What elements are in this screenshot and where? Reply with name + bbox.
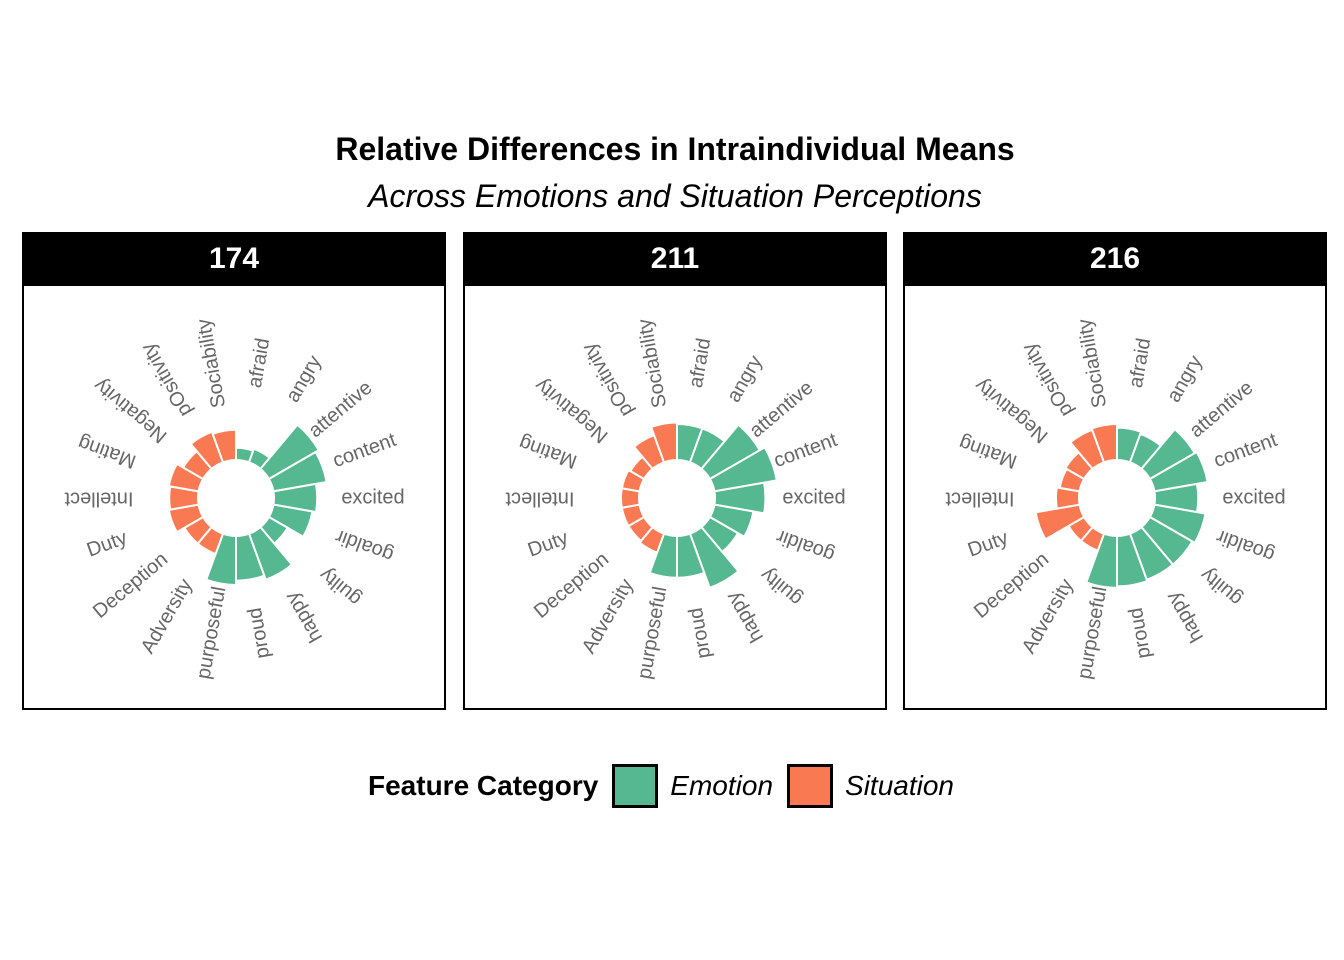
axis-label-sociability: Sociability — [634, 317, 671, 409]
bar-211-excited — [713, 481, 767, 515]
bar-211-happy — [688, 525, 740, 590]
bar-174-happy — [247, 525, 294, 581]
legend-key-emotion — [612, 764, 659, 808]
axis-label-happy: happy — [1162, 588, 1208, 646]
axis-label-attentive: attentive — [745, 377, 817, 442]
axis-label-angry: angry — [723, 352, 767, 406]
bar-174-excited — [272, 482, 319, 514]
axis-label-angry: angry — [282, 352, 326, 406]
chart-subtitle: Across Emotions and Situation Perception… — [368, 178, 982, 214]
axis-label-mating: Mating — [516, 431, 580, 472]
axis-label-intellect: Intellect — [64, 488, 133, 510]
axis-label-guilty: guilty — [757, 563, 807, 610]
axis-label-duty: Duty — [84, 527, 130, 562]
axis-label-adversity: Adversity — [137, 575, 197, 657]
axis-label-happy: happy — [722, 588, 768, 646]
bar-174-purposeful — [204, 532, 237, 586]
bar-216-goaldir — [1148, 503, 1207, 545]
axis-label-attentive: attentive — [1185, 377, 1257, 442]
bar-174-goaldir — [267, 503, 314, 539]
axis-label-content: content — [1211, 429, 1281, 472]
bar-216-duty — [1034, 503, 1086, 541]
panel-2: 211 afraid angry attentive content excited go… — [463, 232, 887, 710]
bar-216-sociability — [1090, 422, 1118, 464]
panel-strip-2: 211 — [463, 232, 887, 286]
bar-211-adversity — [638, 525, 666, 554]
axis-label-mating: Mating — [75, 431, 139, 472]
axis-label-afraid: afraid — [685, 336, 715, 389]
panel-strip-3: 216 — [903, 232, 1327, 286]
axis-label-happy: happy — [281, 588, 327, 646]
axis-label-goaldir: goaldir — [773, 525, 837, 566]
axis-label-goaldir: goaldir — [332, 525, 396, 566]
axis-label-purposeful: purposeful — [193, 585, 231, 681]
bar-216-afraid — [1116, 426, 1143, 464]
axis-label-sociability: Sociability — [193, 317, 230, 409]
legend: Feature Category Emotion Situation — [368, 760, 968, 812]
bar-211-sociability — [649, 421, 678, 464]
axis-label-positivity: pOsitivity — [1018, 339, 1078, 420]
axis-label-duty: Duty — [525, 527, 571, 562]
axis-label-excited: excited — [341, 486, 404, 508]
panel-plot-3: afraid angry attentive content excited goaldi… — [903, 286, 1327, 710]
axis-label-purposeful: purposeful — [634, 585, 672, 681]
axis-label-afraid: afraid — [1125, 336, 1155, 389]
axis-label-proud: proud — [1125, 606, 1156, 660]
axis-label-content: content — [330, 429, 400, 472]
bar-216-purposeful — [1084, 532, 1118, 589]
axis-label-angry: angry — [1163, 352, 1207, 406]
axis-label-positivity: pOsitivity — [578, 339, 638, 420]
bar-174-content — [267, 450, 328, 493]
axis-label-mating: Mating — [956, 431, 1020, 472]
bar-174-mating — [167, 462, 205, 493]
legend-key-situation — [787, 764, 834, 808]
axis-label-goaldir: goaldir — [1213, 525, 1277, 566]
axis-label-adversity: Adversity — [578, 575, 638, 657]
axis-label-guilty: guilty — [1197, 563, 1247, 610]
bar-216-intellect — [1054, 486, 1081, 510]
axis-label-content: content — [771, 429, 841, 472]
axis-label-excited: excited — [782, 486, 845, 508]
bar-211-purposeful — [648, 532, 678, 579]
bar-211-mating — [620, 468, 646, 493]
axis-label-sociability: Sociability — [1074, 317, 1111, 409]
bar-174-duty — [167, 503, 205, 534]
axis-label-intellect: Intellect — [505, 488, 574, 510]
bar-174-attentive — [259, 423, 321, 481]
bar-174-sociability — [211, 428, 237, 464]
axis-label-intellect: Intellect — [945, 488, 1014, 510]
axis-label-proud: proud — [244, 606, 275, 660]
axis-label-proud: proud — [685, 606, 716, 660]
axis-label-afraid: afraid — [244, 336, 274, 389]
axis-label-duty: Duty — [965, 527, 1011, 562]
bar-211-goaldir — [708, 503, 755, 539]
axis-label-positivity: pOsitivity — [137, 339, 197, 420]
panel-plot-2: afraid angry attentive content excited goaldi… — [463, 286, 887, 710]
axis-label-purposeful: purposeful — [1074, 585, 1112, 681]
bar-216-content — [1148, 450, 1209, 493]
axis-label-attentive: attentive — [304, 377, 376, 442]
axis-label-adversity: Adversity — [1018, 575, 1078, 657]
axis-label-excited: excited — [1222, 486, 1285, 508]
legend-label-emotion: Emotion — [670, 770, 774, 801]
panel-1: 174 afraid angry attentive content excited go… — [22, 232, 446, 710]
panel-plot-1: afraid angry attentive content excited goaldi… — [22, 286, 446, 710]
axis-label-guilty: guilty — [316, 563, 366, 610]
panel-strip-1: 174 — [22, 232, 446, 286]
legend-label-situation: Situation — [845, 770, 954, 801]
bar-211-content — [708, 445, 778, 493]
chart-title: Relative Differences in Intraindividual … — [335, 131, 1015, 167]
panel-3: 216 afraid angry attentive content excited go… — [903, 232, 1327, 710]
legend-title: Feature Category — [368, 770, 599, 801]
